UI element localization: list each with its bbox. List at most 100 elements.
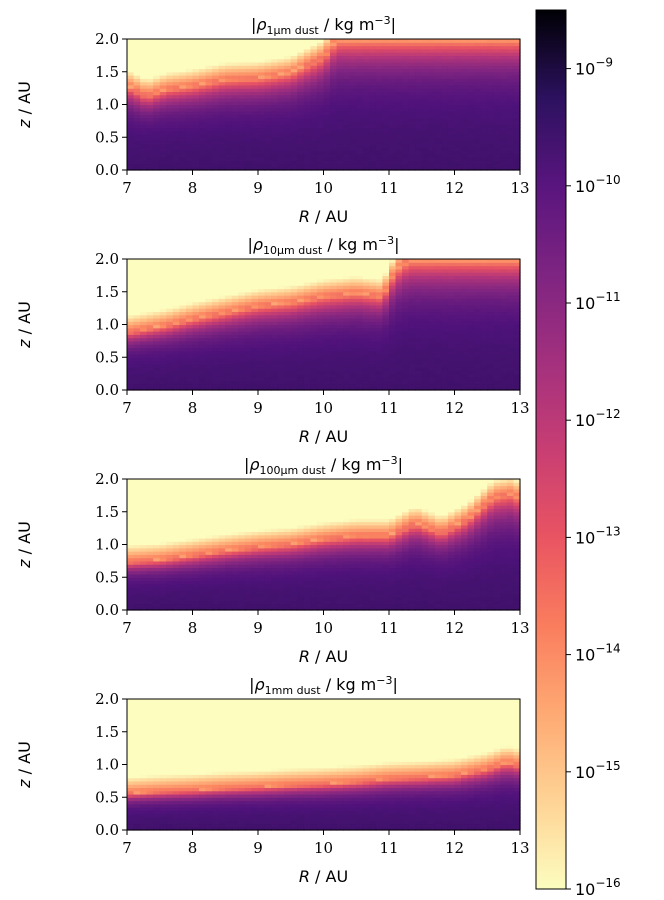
heatmap-cell — [166, 268, 174, 273]
heatmap-cell — [323, 324, 331, 329]
heatmap-cell — [271, 120, 279, 125]
heatmap-cell — [461, 58, 469, 63]
heatmap-cell — [199, 120, 207, 125]
heatmap-cell — [382, 68, 390, 73]
heatmap-cell — [284, 295, 292, 299]
heatmap-cell — [356, 48, 364, 53]
heatmap-cell — [415, 55, 423, 60]
heatmap-cell — [506, 94, 515, 99]
heatmap-cell — [290, 298, 298, 303]
heatmap-cell — [251, 298, 259, 303]
heatmap-cell — [297, 376, 305, 381]
heatmap-cell — [349, 104, 357, 109]
heatmap-cell — [225, 337, 233, 342]
heatmap-cell — [323, 278, 331, 283]
heatmap-cell — [487, 114, 495, 119]
heatmap-cell — [480, 94, 488, 99]
heatmap-cell — [303, 360, 311, 365]
heatmap-cell — [127, 367, 135, 371]
heatmap-cell — [343, 111, 351, 115]
heatmap-cell — [402, 45, 410, 50]
heatmap-cell — [172, 114, 180, 119]
heatmap-cell — [277, 327, 285, 332]
heatmap-cell — [127, 350, 135, 355]
heatmap-cell — [185, 124, 194, 129]
heatmap-cell — [231, 350, 239, 355]
heatmap-cell — [225, 308, 233, 313]
heatmap-cell — [290, 107, 298, 112]
heatmap-cell — [454, 71, 462, 76]
heatmap-cell — [493, 58, 501, 63]
y-tick-label: 1.0 — [95, 96, 119, 114]
heatmap-cell — [185, 373, 194, 378]
heatmap-cell — [199, 337, 207, 342]
heatmap-cell — [389, 101, 397, 106]
heatmap-cell — [199, 350, 207, 355]
heatmap-cell — [336, 114, 344, 119]
heatmap-cell — [199, 268, 207, 273]
heatmap-cell — [258, 81, 266, 86]
heatmap-cell — [454, 140, 462, 145]
heatmap-cell — [316, 268, 325, 273]
heatmap-cell — [133, 58, 141, 63]
heatmap-cell — [454, 111, 462, 115]
heatmap-cell — [447, 94, 456, 99]
heatmap-cell — [428, 166, 436, 171]
heatmap-cell — [264, 111, 272, 115]
heatmap-cell — [133, 42, 141, 47]
heatmap-cell — [303, 370, 311, 375]
heatmap-cell — [316, 324, 325, 329]
heatmap-cell — [153, 337, 161, 342]
heatmap-cell — [127, 295, 135, 299]
heatmap-cell — [185, 334, 194, 339]
heatmap-cell — [356, 65, 364, 70]
heatmap-cell — [199, 45, 207, 50]
heatmap-cell — [172, 124, 180, 129]
heatmap-cell — [159, 259, 167, 263]
heatmap-cell — [323, 120, 331, 125]
heatmap-cell — [212, 55, 220, 60]
heatmap-cell — [382, 48, 390, 53]
heatmap-cell — [303, 150, 311, 155]
heatmap-cell — [199, 101, 207, 106]
heatmap-cell — [323, 291, 331, 296]
heatmap-cell — [389, 61, 397, 66]
heatmap-cell — [513, 84, 521, 89]
heatmap-cell — [166, 367, 174, 371]
heatmap-cell — [323, 104, 331, 109]
heatmap-cell — [323, 370, 331, 375]
heatmap-cell — [474, 84, 482, 89]
heatmap-cell — [284, 311, 292, 316]
heatmap-cell — [441, 94, 449, 99]
heatmap-cell — [461, 52, 469, 56]
heatmap-cell — [415, 117, 423, 122]
heatmap-cell — [513, 137, 521, 142]
heatmap-cell — [146, 42, 154, 47]
heatmap-cell — [127, 61, 135, 66]
heatmap-cell — [218, 308, 226, 313]
heatmap-cell — [251, 308, 259, 313]
heatmap-cell — [244, 127, 253, 132]
heatmap-cell — [316, 120, 325, 125]
heatmap-cell — [225, 153, 233, 158]
heatmap-cell — [330, 91, 338, 96]
heatmap-cell — [303, 75, 311, 79]
heatmap-cell — [192, 278, 200, 283]
heatmap-cell — [264, 357, 272, 362]
heatmap-cell — [185, 150, 194, 155]
heatmap-cell — [369, 166, 377, 171]
heatmap-cell — [277, 147, 285, 151]
heatmap-cell — [474, 42, 482, 47]
heatmap-cell — [310, 373, 318, 378]
heatmap-cell — [493, 78, 501, 83]
heatmap-cell — [323, 130, 331, 135]
heatmap-cell — [362, 78, 370, 83]
heatmap-cell — [244, 91, 253, 96]
heatmap-cell — [172, 133, 180, 138]
heatmap-cell — [127, 153, 135, 158]
heatmap-cell — [493, 94, 501, 99]
heatmap-cell — [199, 48, 207, 53]
heatmap-cell — [356, 107, 364, 112]
heatmap-cell — [303, 295, 311, 299]
heatmap-cell — [244, 331, 253, 335]
